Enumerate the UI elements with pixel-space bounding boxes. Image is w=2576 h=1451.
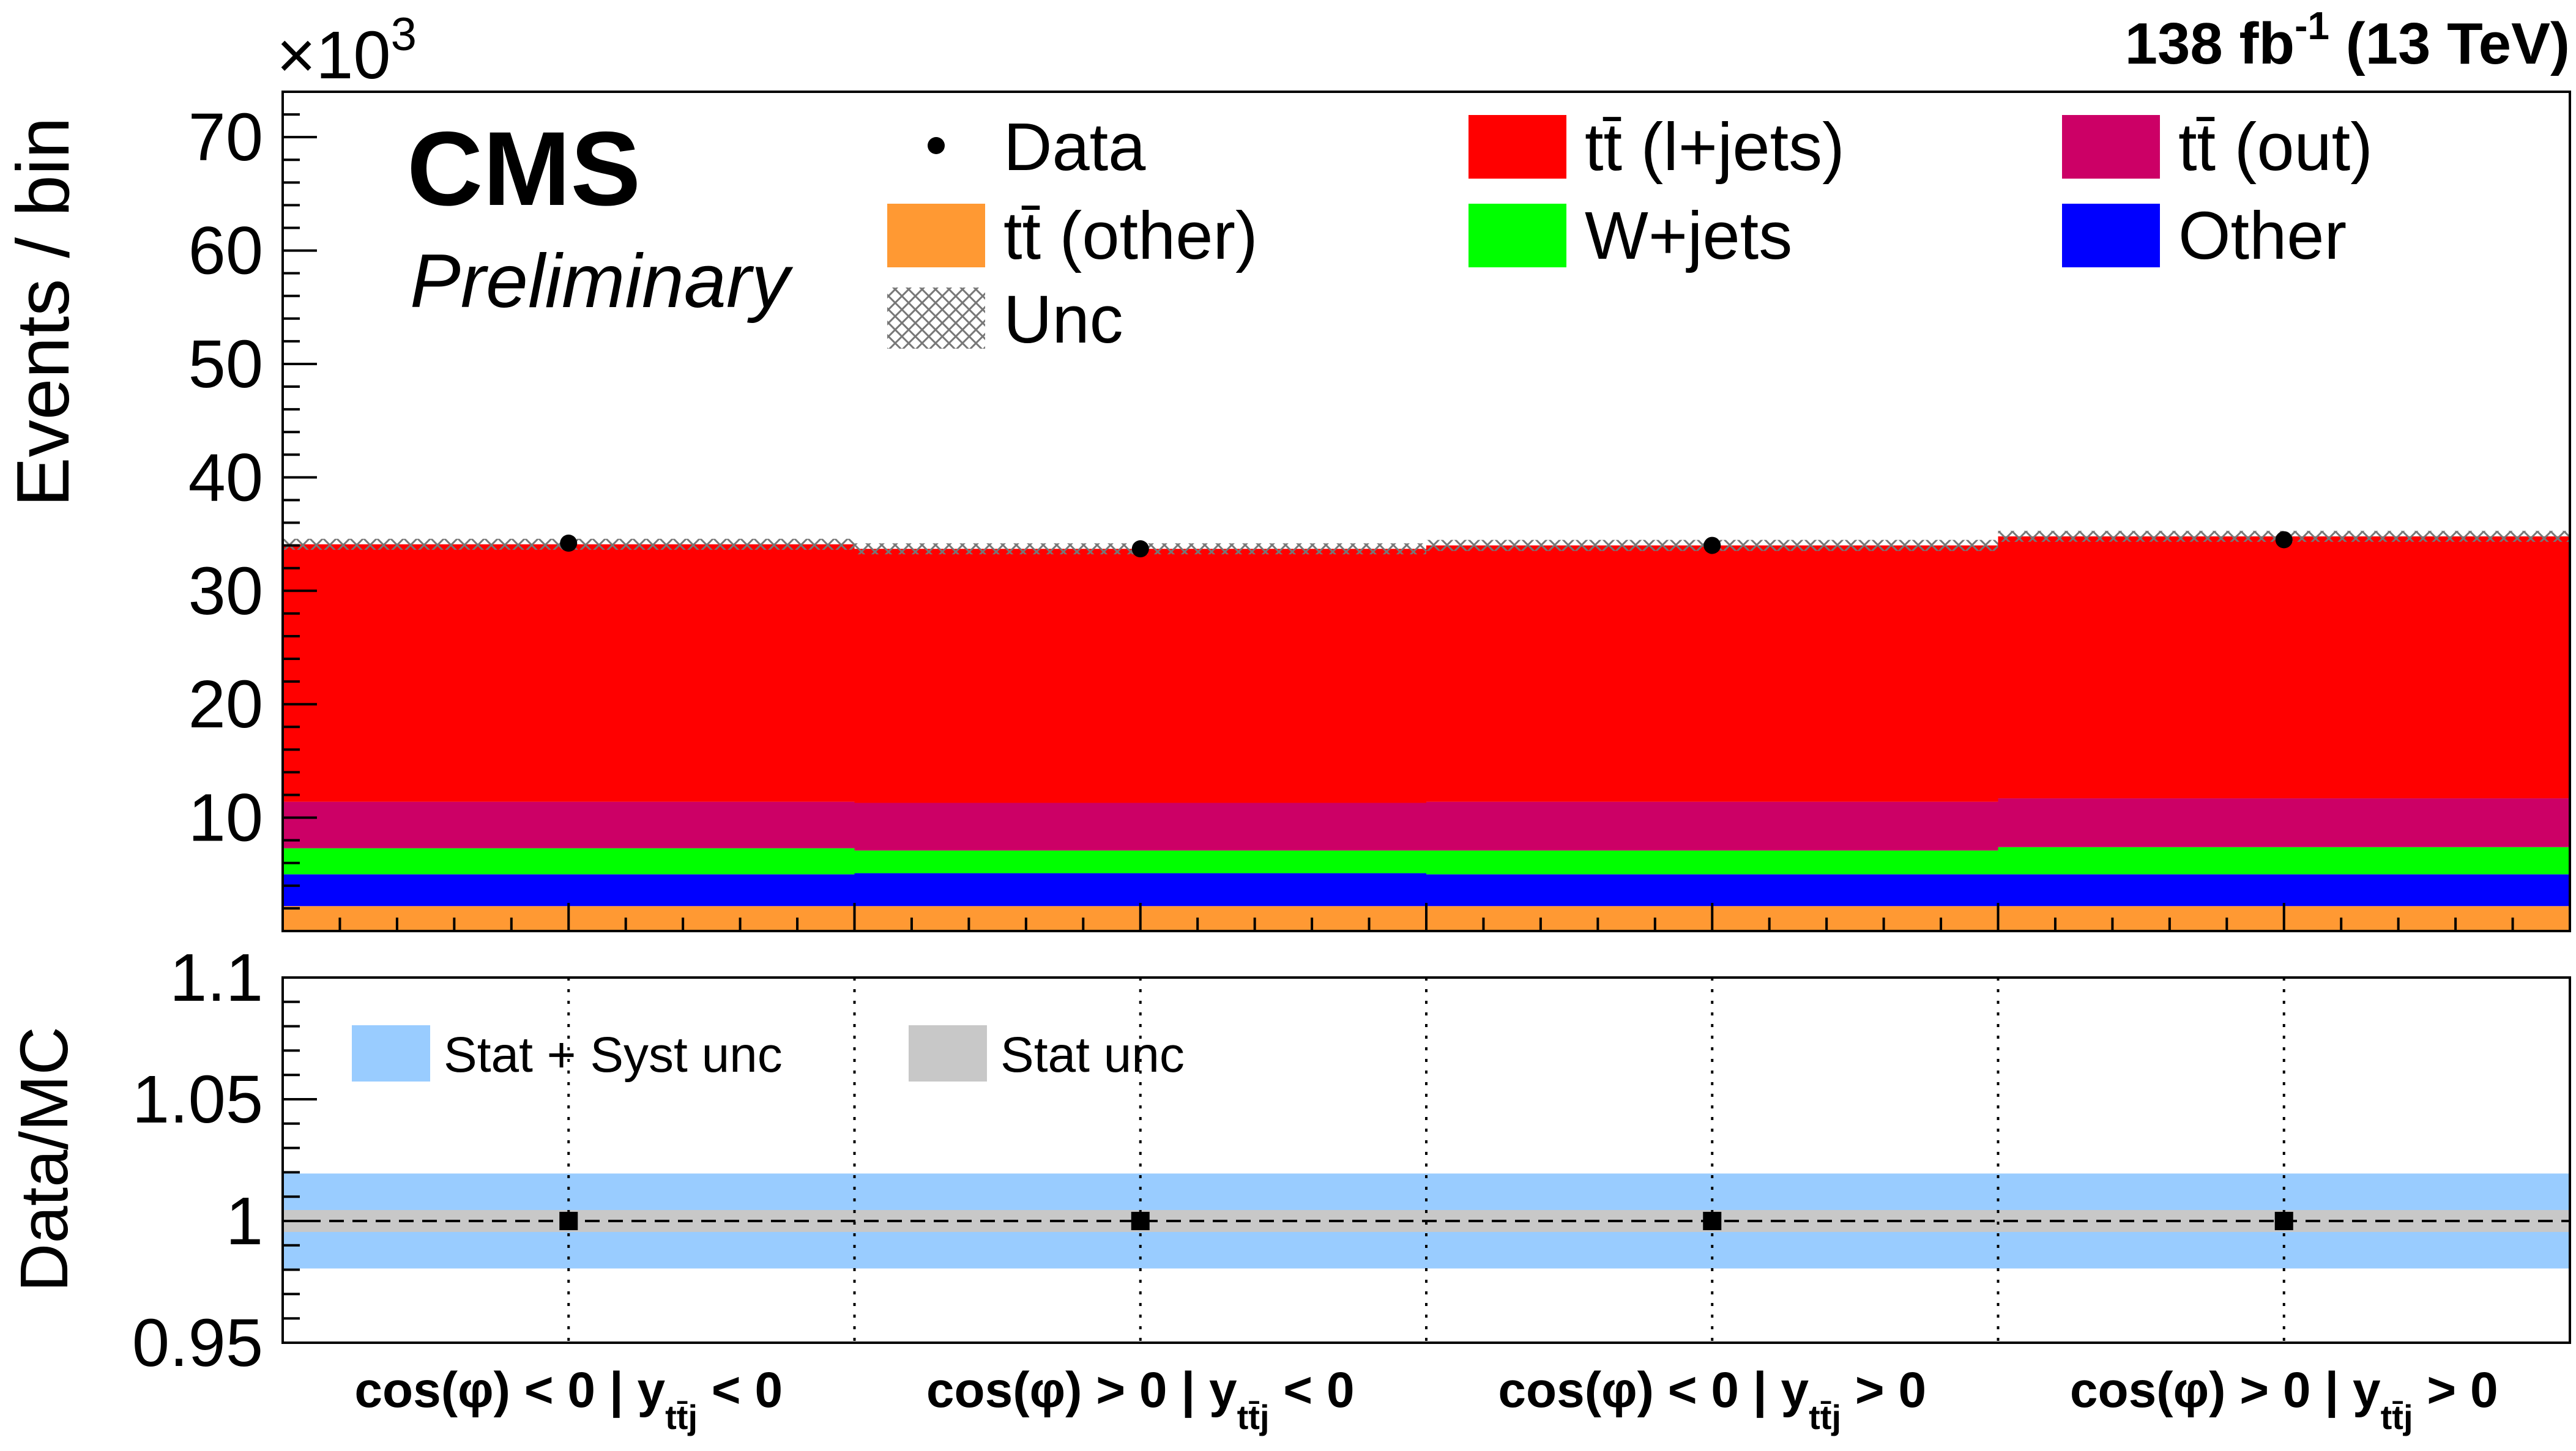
bar-2-bin-2 xyxy=(1426,850,1998,875)
ratio-y-tick-label: 1.1 xyxy=(169,940,263,1015)
bar-2-bin-3 xyxy=(1998,847,2570,875)
multiplier-label: ×103 xyxy=(277,9,417,93)
y-tick-label: 70 xyxy=(188,100,263,175)
legend-entry-3: tt̄ (other) xyxy=(887,198,1258,273)
bar-1-bin-3 xyxy=(1998,874,2570,907)
legend-swatch xyxy=(1469,204,1566,267)
legend-label: tt̄ (other) xyxy=(1003,198,1258,273)
legend-swatch-unc xyxy=(887,288,985,349)
bar-3-bin-1 xyxy=(854,803,1426,851)
bar-1-bin-0 xyxy=(283,874,855,907)
ratio-y-tick-label: 1 xyxy=(226,1184,263,1259)
legend-entry-0: Data xyxy=(928,109,1146,185)
legend-swatch xyxy=(2062,115,2160,179)
experiment-label: CMS xyxy=(407,110,641,228)
bar-2-bin-0 xyxy=(283,848,855,875)
ratio-legend-label-0: Stat + Syst unc xyxy=(444,1027,783,1083)
main-y-tick-labels: 10 20 30 40 50 60 70 xyxy=(188,100,263,855)
legend-entry-1: tt̄ (l+jets) xyxy=(1469,109,1845,185)
legend-swatch xyxy=(1469,115,1566,179)
ratio-y-tick-label: 1.05 xyxy=(132,1062,263,1137)
x-category-label-2: cos(φ) < 0 | ytt̄j > 0 xyxy=(1498,1362,1926,1436)
status-label: Preliminary xyxy=(410,239,794,324)
legend-label: W+jets xyxy=(1585,198,1792,273)
data-point-bin-3 xyxy=(2275,531,2293,549)
main-x-axis-ticks xyxy=(281,903,2571,931)
data-point-bin-2 xyxy=(1703,536,1721,554)
bar-4-bin-0 xyxy=(283,544,855,802)
ratio-point-bin-3 xyxy=(2274,1212,2293,1230)
bar-2-bin-1 xyxy=(854,850,1426,874)
lumi-label: 138 fb-1 (13 TeV) xyxy=(2125,4,2570,76)
legend-label: Other xyxy=(2178,198,2347,273)
x-category-label-0: cos(φ) < 0 | ytt̄j < 0 xyxy=(354,1362,783,1436)
ratio-panel: 0.95 1 1.05 1.1 Stat + Syst unc Stat unc xyxy=(132,940,2571,1381)
bar-4-bin-3 xyxy=(1998,536,2570,799)
ratio-point-bin-1 xyxy=(1131,1212,1150,1230)
ratio-legend: Stat + Syst unc Stat unc xyxy=(352,1025,1185,1083)
ratio-legend-swatch-1 xyxy=(909,1025,987,1082)
ratio-y-tick-labels: 0.95 1 1.05 1.1 xyxy=(132,940,263,1381)
y-tick-label: 10 xyxy=(188,781,263,856)
bar-4-bin-2 xyxy=(1426,545,1998,802)
legend-label: Data xyxy=(1003,109,1146,185)
legend-entry-4: W+jets xyxy=(1469,198,1792,273)
legend-entry-2: tt̄ (out) xyxy=(2062,109,2373,185)
legend-entry-6: Unc xyxy=(887,282,1123,357)
legend-label: Unc xyxy=(1003,282,1123,357)
bar-3-bin-0 xyxy=(283,801,855,848)
data-points xyxy=(560,531,2293,558)
ratio-y-axis-ticks xyxy=(283,976,317,1344)
ratio-point-bin-0 xyxy=(559,1212,578,1230)
legend-marker-data xyxy=(928,137,945,154)
bar-4-bin-1 xyxy=(854,549,1426,803)
data-point-bin-1 xyxy=(1131,540,1149,558)
legend: Data tt̄ (l+jets) tt̄ (out) tt̄ (other) W+je… xyxy=(887,109,2373,357)
x-category-label-3: cos(φ) > 0 | ytt̄j > 0 xyxy=(2070,1362,2498,1436)
y-tick-label: 20 xyxy=(188,667,263,742)
y-tick-label: 30 xyxy=(188,554,263,629)
ratio-point-bin-2 xyxy=(1703,1212,1722,1230)
main-y-axis-ticks xyxy=(283,91,317,932)
y-tick-label: 40 xyxy=(188,440,263,515)
x-category-label-1: cos(φ) > 0 | ytt̄j < 0 xyxy=(926,1362,1355,1436)
bar-1-bin-2 xyxy=(1426,874,1998,907)
stacked-bars xyxy=(283,536,2570,931)
ratio-y-axis-label: Data/MC xyxy=(7,1026,82,1292)
ratio-legend-label-1: Stat unc xyxy=(1000,1027,1185,1083)
ratio-y-tick-label: 0.95 xyxy=(132,1305,263,1381)
ratio-legend-swatch-0 xyxy=(352,1025,430,1082)
legend-swatch xyxy=(2062,204,2160,267)
y-axis-label: Events / bin xyxy=(1,117,84,507)
main-plot-panel: 10 20 30 40 50 60 70 xyxy=(188,91,2571,932)
legend-label: tt̄ (out) xyxy=(2178,109,2373,185)
bar-3-bin-2 xyxy=(1426,801,1998,851)
ratio-plot-frame xyxy=(281,976,2571,1344)
legend-swatch xyxy=(887,204,985,267)
y-tick-label: 50 xyxy=(188,327,263,402)
data-point-bin-0 xyxy=(560,534,578,552)
bar-3-bin-3 xyxy=(1998,798,2570,847)
y-tick-label: 60 xyxy=(188,213,263,289)
x-axis-category-labels: cos(φ) < 0 | ytt̄j < 0 cos(φ) > 0 | ytt̄j… xyxy=(354,1362,2498,1436)
ratio-reference-lines xyxy=(283,978,2570,1343)
legend-entry-5: Other xyxy=(2062,198,2347,273)
legend-label: tt̄ (l+jets) xyxy=(1585,109,1845,185)
bar-1-bin-1 xyxy=(854,873,1426,907)
ratio-points xyxy=(559,1212,2293,1230)
